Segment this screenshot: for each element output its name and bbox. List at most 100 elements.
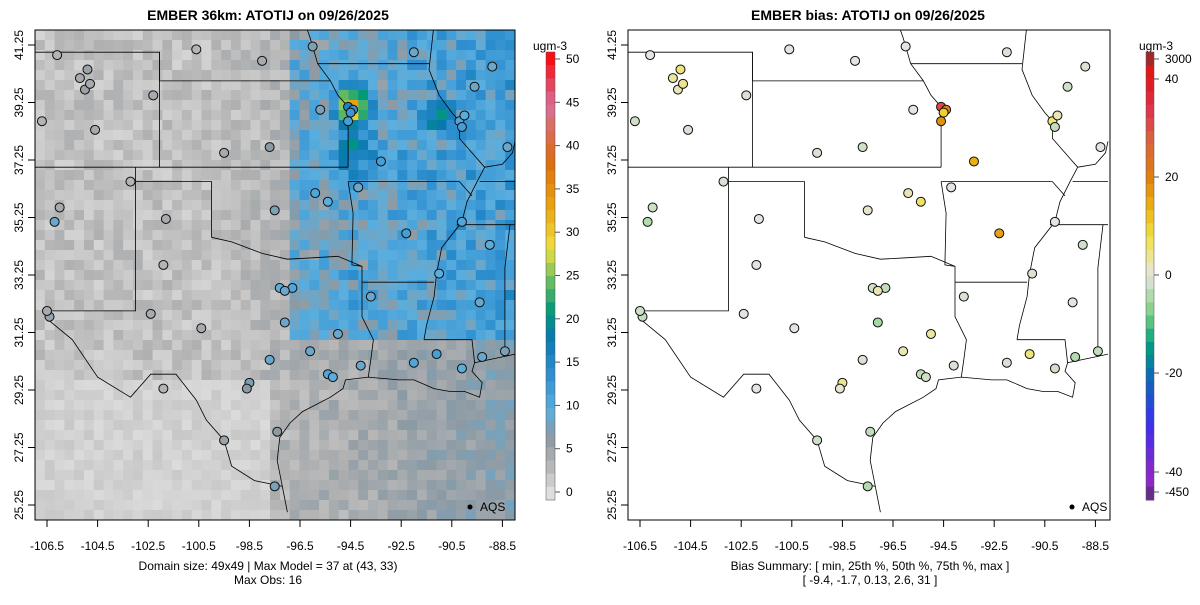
grid-cell [270, 140, 281, 151]
grid-cell [142, 270, 154, 281]
grid-cell [221, 510, 232, 520]
colorbar-segment [1146, 420, 1154, 435]
grid-cell [64, 420, 75, 431]
state-border-line [347, 181, 363, 283]
grid-cell [338, 170, 349, 181]
grid-cell [289, 210, 300, 221]
grid-cell [201, 430, 212, 441]
aqs-station-marker [343, 116, 354, 127]
grid-cell [446, 320, 457, 331]
grid-cell [74, 410, 85, 421]
x-tick-label: -104.5 [81, 539, 115, 553]
grid-cell [328, 170, 340, 181]
grid-cell [181, 90, 193, 101]
grid-cell [240, 420, 252, 431]
grid-cell [132, 50, 144, 61]
grid-cell [54, 240, 65, 251]
grid-cell [426, 90, 438, 101]
grid-cell [387, 420, 398, 431]
grid-cell [299, 380, 310, 391]
grid-cell [103, 280, 114, 291]
grid-cell [426, 290, 438, 301]
grid-cell [358, 400, 369, 411]
grid-cell [446, 300, 457, 311]
grid-cell [230, 480, 242, 491]
aqs-station-marker [1067, 297, 1078, 308]
grid-cell [387, 390, 398, 401]
grid-cell [250, 410, 261, 421]
grid-cell [83, 460, 95, 471]
grid-cell [505, 430, 515, 441]
grid-cell [279, 120, 291, 131]
grid-cell [250, 450, 261, 461]
grid-cell [44, 350, 56, 361]
x-tick-label: -96.5 [286, 539, 314, 553]
grid-cell [181, 390, 193, 401]
aqs-station-marker [1052, 110, 1063, 121]
grid-cell [123, 240, 134, 251]
y-tick-label: 33.25 [12, 260, 26, 290]
grid-cell [368, 500, 379, 511]
grid-cell [368, 340, 379, 351]
grid-cell [201, 190, 212, 201]
aqs-station-marker [784, 44, 795, 55]
grid-cell [358, 50, 369, 61]
grid-cell [358, 510, 369, 520]
grid-cell [299, 210, 310, 221]
grid-cell [426, 460, 438, 471]
grid-cell [221, 90, 232, 101]
grid-cell [309, 290, 320, 301]
grid-cell [358, 110, 369, 121]
grid-cell [387, 310, 398, 321]
grid-cell [74, 340, 85, 351]
grid-cell [142, 70, 154, 81]
grid-cell [221, 40, 232, 51]
grid-cell [358, 270, 369, 281]
grid-cell [142, 470, 154, 481]
grid-cell [240, 230, 252, 241]
grid-cell [123, 250, 134, 261]
grid-cell [446, 150, 457, 161]
grid-cell [181, 330, 193, 341]
grid-cell [74, 40, 85, 51]
grid-cell [485, 190, 496, 201]
grid-cell [319, 260, 330, 271]
grid-cell [260, 160, 271, 171]
grid-cell [83, 250, 95, 261]
grid-cell [250, 370, 261, 381]
grid-cell [123, 210, 134, 221]
grid-cell [113, 430, 124, 441]
grid-cell [113, 420, 124, 431]
grid-cell [181, 450, 193, 461]
grid-cell [417, 70, 428, 81]
colorbar-tick-label: -20 [1165, 366, 1183, 380]
grid-cell [230, 300, 242, 311]
grid-cell [338, 340, 349, 351]
grid-cell [74, 510, 85, 520]
grid-cell [338, 410, 349, 421]
grid-cell [377, 180, 389, 191]
grid-cell [211, 290, 222, 301]
grid-cell [270, 450, 281, 461]
grid-cell [113, 190, 124, 201]
grid-cell [152, 320, 163, 331]
grid-cell [319, 420, 330, 431]
grid-cell [407, 420, 418, 431]
grid-cell [123, 30, 134, 41]
grid-cell [446, 440, 457, 451]
grid-cell [436, 360, 447, 371]
grid-cell [152, 40, 163, 51]
grid-cell [377, 440, 389, 451]
grid-cell [54, 210, 65, 221]
grid-cell [230, 510, 242, 520]
grid-cell [123, 300, 134, 311]
grid-cell [162, 370, 173, 381]
grid-cell [348, 330, 359, 341]
grid-cell [103, 380, 114, 391]
grid-cell [397, 190, 408, 201]
grid-cell [407, 130, 418, 141]
grid-cell [485, 500, 496, 511]
grid-cell [270, 30, 281, 41]
grid-cell [368, 250, 379, 261]
grid-cell [417, 40, 428, 51]
